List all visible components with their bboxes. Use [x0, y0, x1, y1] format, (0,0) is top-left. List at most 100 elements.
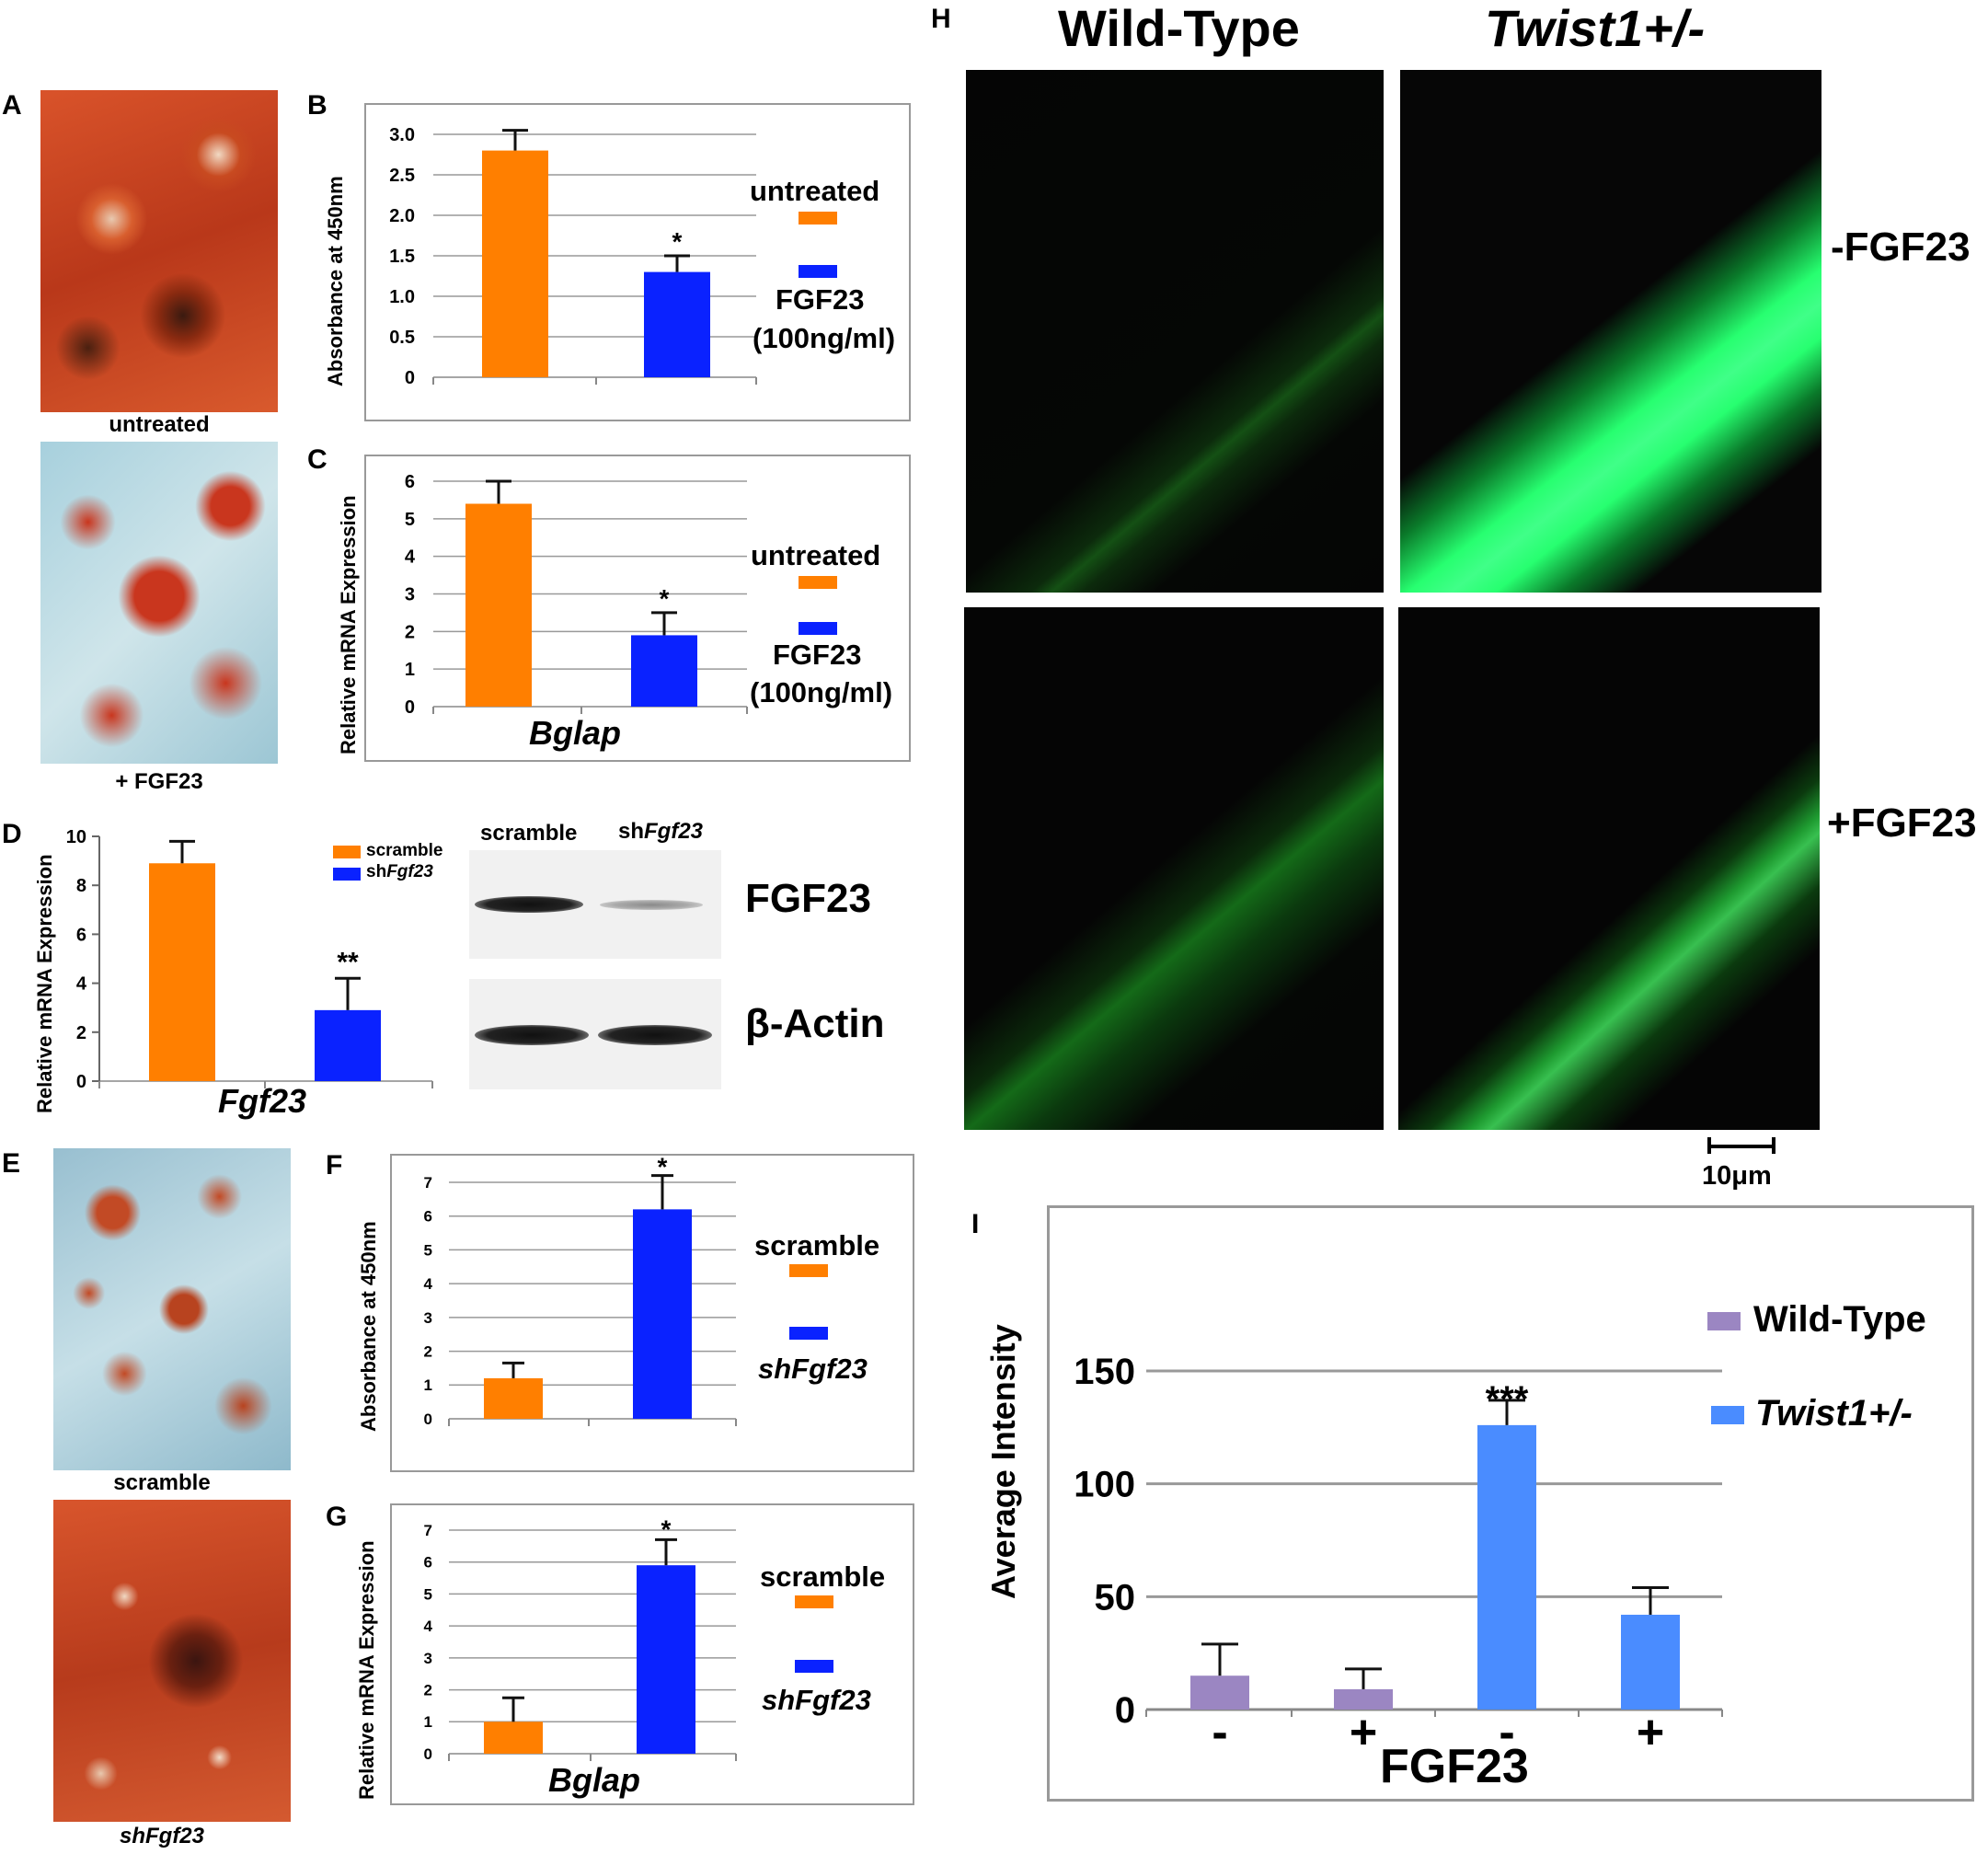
micrograph-e-scramble	[53, 1148, 291, 1470]
scale-bar	[1707, 1145, 1775, 1148]
chart-d-legend-fgf23-italic: Fgf23	[386, 862, 433, 881]
chart-d-legend-shfgf23: shFgf23	[366, 862, 433, 882]
blot-lane-shfgf23: shFgf23	[618, 819, 703, 845]
chart-f-legend-swatch-blue	[789, 1327, 828, 1340]
chart-c-xlabel: Bglap	[529, 714, 622, 752]
chart-g-legend-swatch-blue	[795, 1660, 833, 1673]
y-tick-label: 1	[405, 660, 415, 680]
y-tick-label: 6	[76, 925, 86, 945]
bar-1	[1190, 1676, 1249, 1710]
chart-c-legend-untreated: untreated	[751, 539, 881, 571]
y-tick-label: 0.5	[389, 328, 415, 348]
chart-b-legend-swatch-blue	[799, 265, 837, 278]
bar-1	[149, 863, 215, 1081]
h-row-minus-fgf23: -FGF23	[1831, 225, 1971, 270]
panel-label-f: F	[326, 1150, 343, 1180]
chart-b-legend-untreated: untreated	[750, 175, 880, 207]
y-tick-label: 2	[424, 1682, 432, 1699]
scale-bar-left-tick	[1707, 1137, 1711, 1154]
bar-2	[637, 1565, 695, 1754]
chart-i: 0 50 100 150 *** - + - +	[1047, 1205, 1974, 1802]
significance-mark: *	[661, 1514, 672, 1543]
x-tick-label: +	[1350, 1706, 1377, 1759]
chart-g-frame	[390, 1503, 914, 1805]
panel-label-i: I	[971, 1209, 980, 1239]
y-tick-label: 150	[1074, 1352, 1135, 1392]
x-tick-label: -	[1499, 1706, 1514, 1759]
panel-label-d: D	[2, 819, 22, 849]
chart-f-legend-shfgf23: shFgf23	[758, 1353, 868, 1385]
y-tick-label: 2	[405, 622, 415, 642]
panel-label-e: E	[2, 1148, 21, 1179]
y-tick-label: 2.0	[389, 206, 415, 226]
y-tick-label: 5	[424, 1241, 432, 1259]
blot-fgf23-panel	[469, 850, 721, 959]
bar-1	[482, 150, 548, 377]
significance-mark: ***	[1486, 1379, 1529, 1420]
y-tick-label: 4	[424, 1618, 433, 1635]
chart-f-ylabel: Absorbance at 450nm	[357, 1221, 380, 1432]
y-tick-label: 0	[424, 1411, 432, 1428]
blot-band-fgf23-sh	[600, 900, 703, 910]
y-tick-label: 4	[76, 974, 87, 995]
caption-e-shfgf23: shFgf23	[119, 1824, 204, 1848]
blot-band-actin-sh	[598, 1025, 712, 1045]
chart-b-legend-dose: (100ng/ml)	[753, 322, 896, 354]
significance-mark: *	[660, 584, 670, 613]
bar-1	[465, 503, 532, 707]
chart-c-frame	[364, 455, 911, 762]
panel-label-h: H	[931, 4, 951, 34]
y-tick-label: 7	[424, 1174, 432, 1192]
chart-i-legend-swatch-twist1	[1711, 1406, 1744, 1424]
y-tick-label: 4	[424, 1275, 433, 1293]
panel-label-g: G	[326, 1502, 348, 1532]
significance-mark: *	[658, 1154, 668, 1181]
chart-g: 0 1 2 3 4 5 6 7 *	[390, 1503, 914, 1805]
bar-2	[644, 271, 710, 377]
blot-band-actin-scramble	[475, 1025, 589, 1045]
chart-c-ylabel: Relative mRNA Expression	[337, 495, 360, 754]
y-tick-label: 4	[405, 547, 416, 568]
bar-2	[1334, 1688, 1393, 1710]
bar-4	[1621, 1614, 1680, 1710]
chart-g-legend-shfgf23: shFgf23	[762, 1684, 871, 1716]
y-tick-label: 3.0	[389, 125, 415, 145]
chart-c-legend-swatch-orange	[799, 576, 837, 589]
y-tick-label: 8	[76, 876, 86, 896]
chart-f-legend-scramble: scramble	[754, 1229, 880, 1261]
panel-label-b: B	[307, 90, 328, 121]
y-tick-label: 6	[424, 1554, 432, 1572]
fluorescence-wt-plus	[964, 607, 1384, 1130]
bar-1	[484, 1377, 543, 1419]
y-tick-label: 3	[424, 1650, 432, 1667]
chart-b: 0 0.5 1.0 1.5 2.0 2.5 3.0 *	[364, 103, 911, 421]
y-tick-label: 50	[1095, 1577, 1136, 1618]
blot-band-fgf23-scramble	[475, 896, 583, 913]
micrograph-a-untreated	[40, 90, 278, 412]
chart-b-legend-swatch-orange	[799, 212, 837, 225]
significance-mark: **	[337, 947, 359, 977]
chart-b-legend-fgf23: FGF23	[776, 283, 865, 316]
y-tick-label: 7	[424, 1522, 432, 1539]
blot-lane-sh-prefix: sh	[618, 819, 645, 844]
chart-g-xlabel: Bglap	[548, 1761, 641, 1799]
y-tick-label: 0	[1115, 1690, 1135, 1731]
chart-g-plot: 0 1 2 3 4 5 6 7 *	[424, 1514, 737, 1763]
fluorescence-wt-minus	[966, 70, 1384, 593]
blot-label-fgf23: FGF23	[745, 876, 871, 921]
chart-d-plot: 0 2 4 6 8 10 **	[66, 827, 433, 1092]
chart-d-xlabel: Fgf23	[218, 1082, 307, 1120]
chart-d: 0 2 4 6 8 10 **	[66, 827, 433, 1092]
chart-f: 0 1 2 3 4 5 6 7 *	[390, 1154, 914, 1472]
caption-a-untreated: untreated	[109, 412, 210, 437]
chart-d-legend-swatch-orange	[333, 846, 361, 858]
x-tick-label: +	[1637, 1706, 1664, 1759]
y-tick-label: 2	[76, 1023, 86, 1043]
chart-c-legend-fgf23: FGF23	[773, 639, 862, 671]
y-tick-label: 1.5	[389, 247, 415, 267]
chart-i-xlabel: FGF23	[1380, 1740, 1529, 1793]
chart-b-ylabel: Absorbance at 450nm	[324, 176, 347, 386]
blot-label-actin: β-Actin	[745, 1001, 885, 1046]
significance-mark: *	[672, 227, 683, 256]
y-tick-label: 0	[405, 368, 415, 388]
